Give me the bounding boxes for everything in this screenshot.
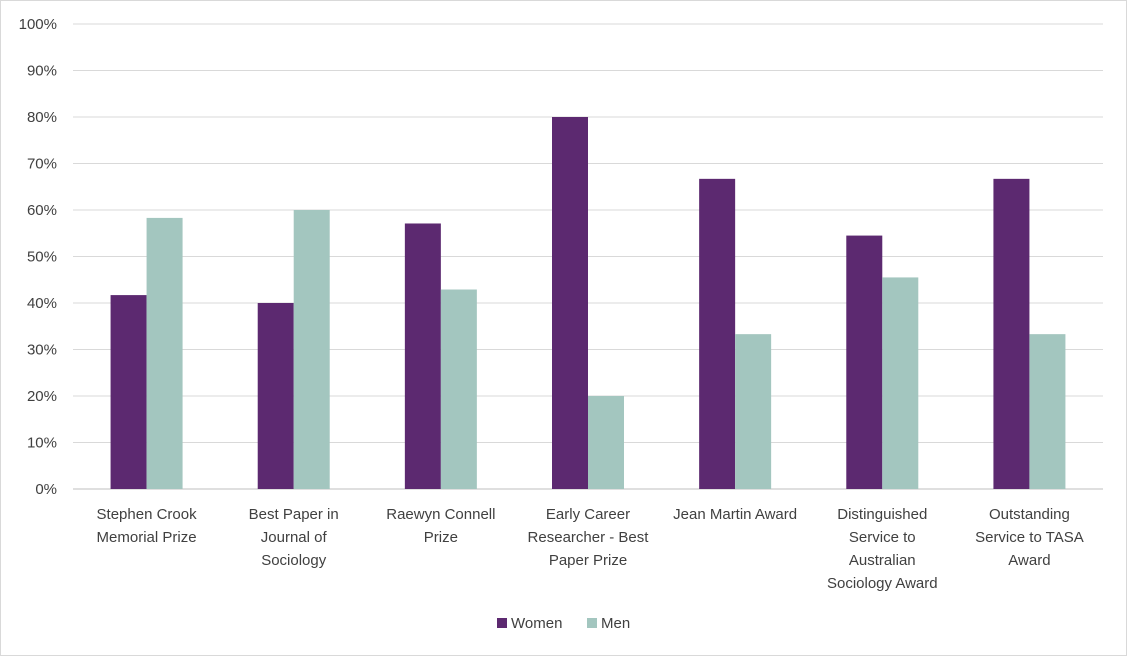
category-labels: Stephen Crook Memorial Prize Best Paper in…: [97, 506, 1084, 592]
category-label: Raewyn Connell Prize: [386, 506, 495, 546]
y-tick-label: 10%: [27, 435, 57, 452]
category-label-line: Memorial Prize: [97, 529, 197, 546]
bar-women-6: [993, 178, 1030, 489]
category-label: Best Paper in Journal of Sociology: [249, 506, 339, 569]
y-tick-label: 0%: [35, 481, 57, 498]
y-tick-label: 70%: [27, 156, 57, 173]
category-label-line: Distinguished: [837, 506, 927, 523]
category-label-line: Service to: [849, 529, 916, 546]
category-label-line: Sociology: [261, 552, 327, 569]
bars: [110, 117, 1066, 490]
category-label-line: Raewyn Connell: [386, 506, 495, 523]
bar-men-5: [882, 277, 919, 489]
category-label-line: Outstanding: [989, 506, 1070, 523]
category-label: Early Career Researcher - Best Paper Prize: [528, 506, 650, 569]
category-label-line: Service to TASA: [975, 529, 1084, 546]
bar-men-6: [1029, 334, 1066, 489]
legend-label-women: Women: [511, 615, 562, 632]
category-label-line: Australian: [849, 552, 916, 569]
y-tick-label: 40%: [27, 295, 57, 312]
bar-women-1: [257, 303, 294, 489]
category-label-line: Journal of: [261, 529, 328, 546]
category-label-line: Paper Prize: [549, 552, 627, 569]
bar-women-2: [404, 223, 441, 490]
category-label-line: Prize: [424, 529, 458, 546]
bar-women-0: [110, 295, 147, 489]
bar-women-5: [846, 235, 883, 489]
bar-women-4: [699, 178, 736, 489]
bar-men-1: [293, 210, 330, 489]
bar-men-0: [146, 217, 183, 489]
legend-swatch-men: [587, 618, 597, 628]
category-label: Outstanding Service to TASA Award: [975, 506, 1084, 569]
y-tick-label: 20%: [27, 388, 57, 405]
y-tick-label: 30%: [27, 342, 57, 359]
bar-men-3: [588, 396, 624, 489]
category-label-line: Sociology Award: [827, 575, 938, 592]
category-label-line: Stephen Crook: [97, 506, 198, 523]
category-label-line: Award: [1008, 552, 1050, 569]
category-label-line: Researcher - Best: [528, 529, 650, 546]
legend-swatch-women: [497, 618, 507, 628]
legend-label-men: Men: [601, 615, 630, 632]
bar-men-2: [440, 289, 477, 489]
y-tick-label: 80%: [27, 109, 57, 126]
y-tick-label: 60%: [27, 202, 57, 219]
y-tick-label: 100%: [19, 16, 57, 33]
category-label-line: Best Paper in: [249, 506, 339, 523]
category-label-line: Early Career: [546, 506, 630, 523]
category-label: Jean Martin Award: [673, 506, 797, 523]
category-label: Stephen Crook Memorial Prize: [97, 506, 198, 546]
y-axis-ticks: 0% 10% 20% 30% 40% 50% 60% 70% 80% 90% 100%: [19, 16, 57, 498]
y-tick-label: 50%: [27, 249, 57, 266]
legend: Women Men: [497, 615, 630, 632]
y-tick-label: 90%: [27, 63, 57, 80]
category-label-line: Jean Martin Award: [673, 506, 797, 523]
bar-men-4: [735, 334, 772, 489]
bar-women-3: [552, 117, 588, 489]
category-label: Distinguished Service to Australian Sociolo…: [827, 506, 938, 592]
